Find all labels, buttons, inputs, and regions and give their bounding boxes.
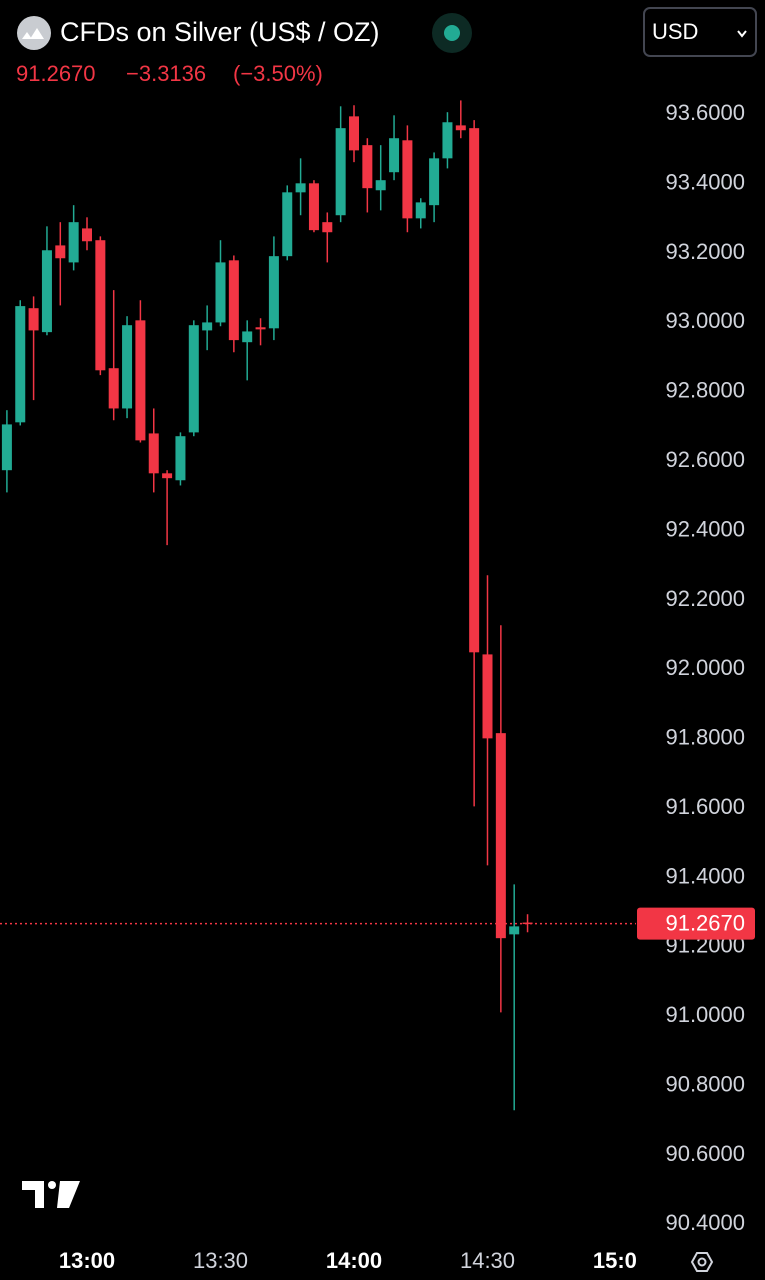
price: 91.2670 — [16, 61, 96, 86]
plot: 90.400090.600090.800091.000091.200091.40… — [0, 100, 755, 1273]
symbol-logo — [17, 16, 51, 50]
candle-body — [429, 158, 440, 206]
candle-body — [68, 222, 79, 263]
currency-select[interactable]: USD — [643, 7, 757, 57]
candle-body — [495, 733, 506, 939]
candle-body — [349, 116, 359, 151]
candle-body — [522, 922, 533, 925]
candle-body — [215, 262, 226, 323]
y-tick-label: 91.0000 — [665, 1002, 745, 1027]
y-tick-label: 90.6000 — [665, 1141, 745, 1166]
y-tick-label: 92.8000 — [665, 378, 745, 403]
candle-body — [228, 260, 239, 341]
settings-button[interactable] — [690, 1252, 714, 1272]
y-tick-label: 93.4000 — [665, 169, 745, 194]
x-tick-label: 14:30 — [460, 1248, 515, 1273]
y-tick-label: 93.0000 — [665, 308, 745, 333]
candle-body — [148, 433, 159, 474]
currency-label: USD — [652, 19, 698, 44]
candle-body — [82, 228, 92, 242]
candle-body — [255, 327, 266, 330]
x-axis: 13:00 13:30 14:00 14:30 15:00 — [59, 1248, 649, 1273]
candle-body — [455, 125, 466, 131]
candle-body — [108, 368, 119, 409]
candle-body — [28, 308, 39, 331]
candle-body — [122, 325, 133, 409]
candle-body — [335, 128, 346, 216]
last-price-label: 91.2670 — [665, 910, 745, 935]
candle-body — [362, 145, 373, 189]
last-price-tag — [637, 907, 755, 940]
x-tick-label: 13:00 — [59, 1248, 115, 1273]
candle-body — [55, 245, 66, 259]
candle-body — [389, 138, 400, 173]
x-tick-label: 13:30 — [193, 1248, 248, 1273]
price-change-pct: (−3.50%) — [233, 61, 323, 86]
candle-body — [482, 654, 493, 739]
y-tick-label: 92.0000 — [665, 655, 745, 680]
candle-body — [175, 436, 186, 481]
market-status-dot — [444, 25, 460, 41]
candle-body — [282, 192, 293, 257]
candle-body — [322, 222, 333, 233]
candle-body — [135, 320, 146, 441]
candle-body — [188, 325, 199, 433]
candle-body — [402, 140, 413, 219]
y-tick-label: 91.6000 — [665, 794, 745, 819]
y-tick-label: 93.2000 — [665, 239, 745, 264]
chart-title: CFDs on Silver (US$ / OZ) — [60, 17, 380, 47]
y-tick-label: 92.4000 — [665, 516, 745, 541]
y-tick-label: 91.4000 — [665, 863, 745, 888]
candle-body — [509, 926, 520, 935]
y-tick-label: 93.6000 — [665, 100, 745, 125]
candle-body — [202, 322, 213, 331]
candle-body — [268, 256, 279, 329]
candle-body — [442, 122, 453, 159]
candle-body — [41, 250, 52, 333]
candle-body — [1, 424, 12, 471]
tradingview-logo — [22, 1181, 80, 1208]
candle-body — [375, 180, 386, 191]
candle-body — [295, 183, 306, 193]
candle-body — [469, 128, 480, 653]
y-tick-label: 92.2000 — [665, 586, 745, 611]
y-tick-label: 90.8000 — [665, 1071, 745, 1096]
price-change: −3.3136 — [126, 61, 206, 86]
y-tick-label: 92.6000 — [665, 447, 745, 472]
y-tick-label: 91.8000 — [665, 725, 745, 750]
candle-body — [308, 183, 319, 231]
candle-body — [15, 306, 26, 423]
x-tick-label: 14:00 — [326, 1248, 382, 1273]
candle-body — [162, 473, 173, 479]
y-tick-label: 90.4000 — [665, 1210, 745, 1235]
candle-body — [415, 202, 426, 219]
candle-body — [95, 240, 106, 371]
candle-body — [242, 331, 253, 343]
x-tick-label: 15:00 — [593, 1248, 649, 1273]
